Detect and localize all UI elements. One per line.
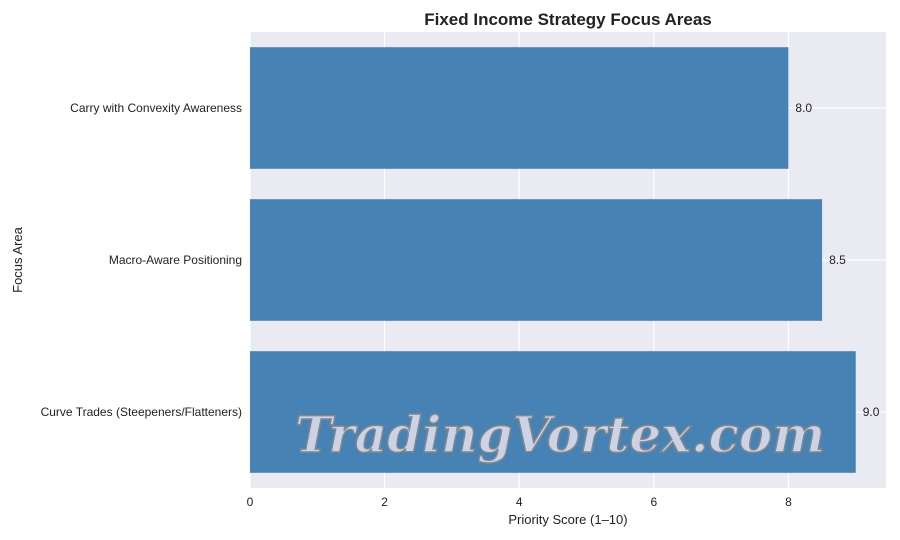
data-label: 9.0	[863, 405, 880, 419]
chart-title: Fixed Income Strategy Focus Areas	[424, 10, 712, 29]
y-tick-label: Macro-Aware Positioning	[109, 253, 242, 267]
y-axis-label: Focus Area	[10, 226, 25, 293]
bar	[250, 199, 823, 321]
y-tick-label: Carry with Convexity Awareness	[70, 101, 242, 115]
x-tick-label: 0	[247, 495, 254, 509]
data-label: 8.5	[829, 253, 846, 267]
x-tick-label: 8	[785, 495, 792, 509]
x-axis-label: Priority Score (1–10)	[508, 512, 627, 527]
watermark: TradingVortex.com	[295, 405, 825, 464]
x-tick-label: 2	[381, 495, 388, 509]
bar	[250, 47, 789, 169]
x-tick-label: 4	[516, 495, 523, 509]
x-tick-label: 6	[650, 495, 657, 509]
data-label: 8.0	[795, 101, 812, 115]
bar	[250, 351, 856, 473]
y-tick-label: Curve Trades (Steepeners/Flatteners)	[41, 405, 242, 419]
